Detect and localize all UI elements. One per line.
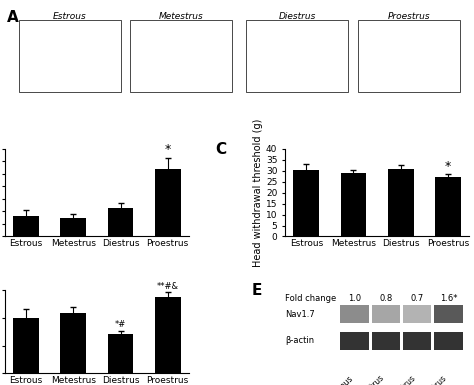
Text: A: A (7, 10, 19, 25)
Text: 1.0: 1.0 (348, 294, 361, 303)
Bar (340, 173, 366, 236)
Text: C: C (215, 142, 226, 157)
Text: Proestrus: Proestrus (388, 12, 430, 21)
Text: 0.8: 0.8 (379, 294, 392, 303)
Text: β-actin: β-actin (285, 336, 314, 345)
Bar (388, 169, 414, 236)
Bar (403, 332, 431, 350)
Bar (108, 208, 134, 236)
Text: *: * (445, 160, 451, 173)
Bar (340, 332, 369, 350)
Bar (403, 305, 431, 323)
Bar (372, 332, 400, 350)
Text: Diestrus: Diestrus (388, 373, 417, 385)
Text: Nav1.7: Nav1.7 (285, 310, 315, 319)
Text: E: E (252, 283, 262, 298)
Text: Estrous: Estrous (53, 12, 87, 21)
Text: 0.7: 0.7 (410, 294, 424, 303)
Y-axis label: Head withdrawal threshold (g): Head withdrawal threshold (g) (253, 119, 263, 267)
Bar (155, 169, 181, 236)
Bar (434, 305, 463, 323)
Bar (18, 20, 121, 92)
Bar (340, 305, 369, 323)
Text: Metestrus: Metestrus (353, 373, 386, 385)
Bar (246, 20, 348, 92)
Text: Proestrus: Proestrus (417, 373, 448, 385)
Text: Metestrus: Metestrus (159, 12, 204, 21)
Text: Diestrus: Diestrus (279, 12, 316, 21)
Bar (435, 177, 461, 236)
Bar (13, 216, 39, 236)
Text: Estrous: Estrous (328, 373, 355, 385)
Bar (60, 218, 86, 236)
Bar (155, 297, 181, 373)
Bar (13, 318, 39, 373)
Bar (108, 335, 134, 373)
Bar (293, 170, 319, 236)
Bar (372, 305, 400, 323)
Bar (358, 20, 460, 92)
Bar (434, 332, 463, 350)
Text: Fold change: Fold change (285, 294, 336, 303)
Bar (60, 313, 86, 373)
Text: 1.6*: 1.6* (440, 294, 457, 303)
Text: **#&: **#& (157, 282, 179, 291)
Text: *: * (164, 143, 171, 156)
Text: *#: *# (115, 320, 126, 329)
Bar (130, 20, 232, 92)
